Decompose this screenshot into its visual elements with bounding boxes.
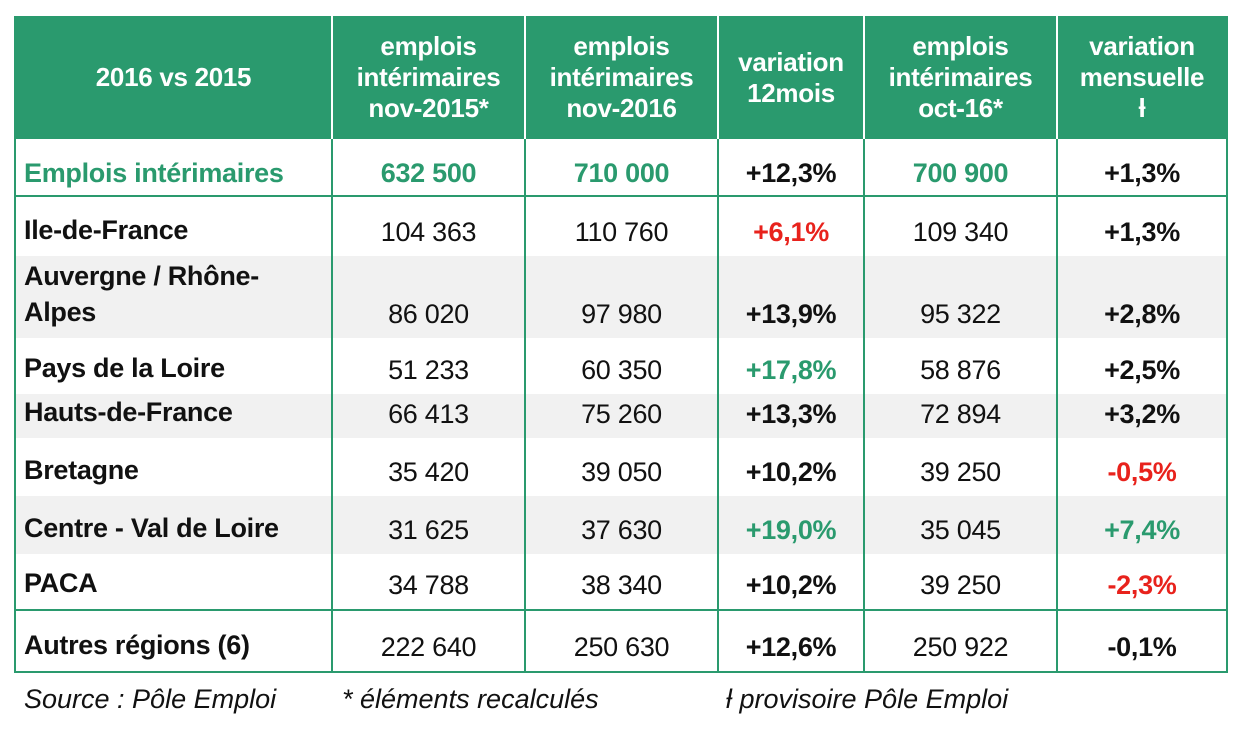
value-nov2016: 39 050 [524,438,718,496]
value-varm: +2,8% [1056,256,1227,338]
regional-temp-jobs-table: 2016 vs 2015 emplois intérimaires nov-20… [14,16,1228,673]
value-oct16: 39 250 [863,438,1057,496]
value-nov2015: 34 788 [331,554,525,610]
region-label: Auvergne / Rhône-Alpes [15,256,332,338]
total-varm: +1,3% [1056,137,1227,197]
table-row: Auvergne / Rhône-Alpes 86 020 97 980 +13… [15,256,1227,338]
value-var12: +6,1% [717,196,864,256]
value-nov2015: 51 233 [331,338,525,394]
value-varm: -0,5% [1056,438,1227,496]
header-oct-16: emplois intérimaires oct-16* [863,17,1057,138]
value-nov2016: 38 340 [524,554,718,610]
header-variation-12mois: variation 12mois [717,17,864,138]
total-row: Emplois intérimaires 632 500 710 000 +12… [15,137,1227,197]
region-label: Bretagne [24,455,139,485]
value-nov2015: 222 640 [331,609,525,672]
value-nov2015: 86 020 [331,256,525,338]
total-var12: +12,3% [717,137,864,197]
value-oct16: 72 894 [863,394,1057,438]
total-oct16: 700 900 [863,137,1057,197]
value-oct16: 35 045 [863,496,1057,554]
value-oct16: 95 322 [863,256,1057,338]
provisional-note: ƚ provisoire Pôle Emploi [726,684,1009,714]
region-label: PACA [24,568,98,598]
value-nov2016: 75 260 [524,394,718,438]
value-varm: +7,4% [1056,496,1227,554]
value-var12: +13,3% [717,394,864,438]
header-nov-2016: emplois intérimaires nov-2016 [524,17,718,138]
value-varm: +2,5% [1056,338,1227,394]
value-nov2016: 97 980 [524,256,718,338]
value-var12: +17,8% [717,338,864,394]
value-var12: +12,6% [717,609,864,672]
region-label: Ile-de-France [24,215,189,245]
value-varm: +3,2% [1056,394,1227,438]
value-nov2015: 104 363 [331,196,525,256]
table-row: Centre - Val de Loire 31 625 37 630 +19,… [15,496,1227,554]
value-var12: +10,2% [717,554,864,610]
value-nov2016: 60 350 [524,338,718,394]
header-comparison: 2016 vs 2015 [15,17,332,138]
table-row: Autres régions (6) 222 640 250 630 +12,6… [15,609,1227,672]
value-oct16: 39 250 [863,554,1057,610]
total-label: Emplois intérimaires [15,137,332,197]
table-row: Bretagne 35 420 39 050 +10,2% 39 250 -0,… [15,438,1227,496]
header-nov-2015: emplois intérimaires nov-2015* [331,17,525,138]
value-var12: +13,9% [717,256,864,338]
region-label: Autres régions (6) [15,609,332,672]
value-nov2016: 110 760 [524,196,718,256]
value-oct16: 58 876 [863,338,1057,394]
footnotes: Source : Pôle Emploi * éléments recalcul… [20,684,1220,718]
value-nov2015: 66 413 [331,394,525,438]
value-varm: +1,3% [1056,196,1227,256]
region-label: Hauts-de-France [15,394,332,438]
table-row: Pays de la Loire 51 233 60 350 +17,8% 58… [15,338,1227,394]
value-oct16: 109 340 [863,196,1057,256]
recalculated-note: * éléments recalculés [342,684,599,714]
value-nov2016: 250 630 [524,609,718,672]
source-note: Source : Pôle Emploi [24,684,277,714]
value-varm: -2,3% [1056,554,1227,610]
region-label: Pays de la Loire [24,353,225,383]
value-var12: +19,0% [717,496,864,554]
table-row: Hauts-de-France 66 413 75 260 +13,3% 72 … [15,394,1227,438]
value-nov2016: 37 630 [524,496,718,554]
region-label: Centre - Val de Loire [15,496,332,554]
value-nov2015: 31 625 [331,496,525,554]
table-row: Ile-de-France 104 363 110 760 +6,1% 109 … [15,196,1227,256]
value-varm: -0,1% [1056,609,1227,672]
value-oct16: 250 922 [863,609,1057,672]
value-var12: +10,2% [717,438,864,496]
total-nov2016: 710 000 [524,137,718,197]
value-nov2015: 35 420 [331,438,525,496]
table-row: PACA 34 788 38 340 +10,2% 39 250 -2,3% [15,554,1227,610]
header-variation-mensuelle: variation mensuelle ƚ [1056,17,1227,138]
header-row: 2016 vs 2015 emplois intérimaires nov-20… [15,17,1227,138]
total-nov2015: 632 500 [331,137,525,197]
